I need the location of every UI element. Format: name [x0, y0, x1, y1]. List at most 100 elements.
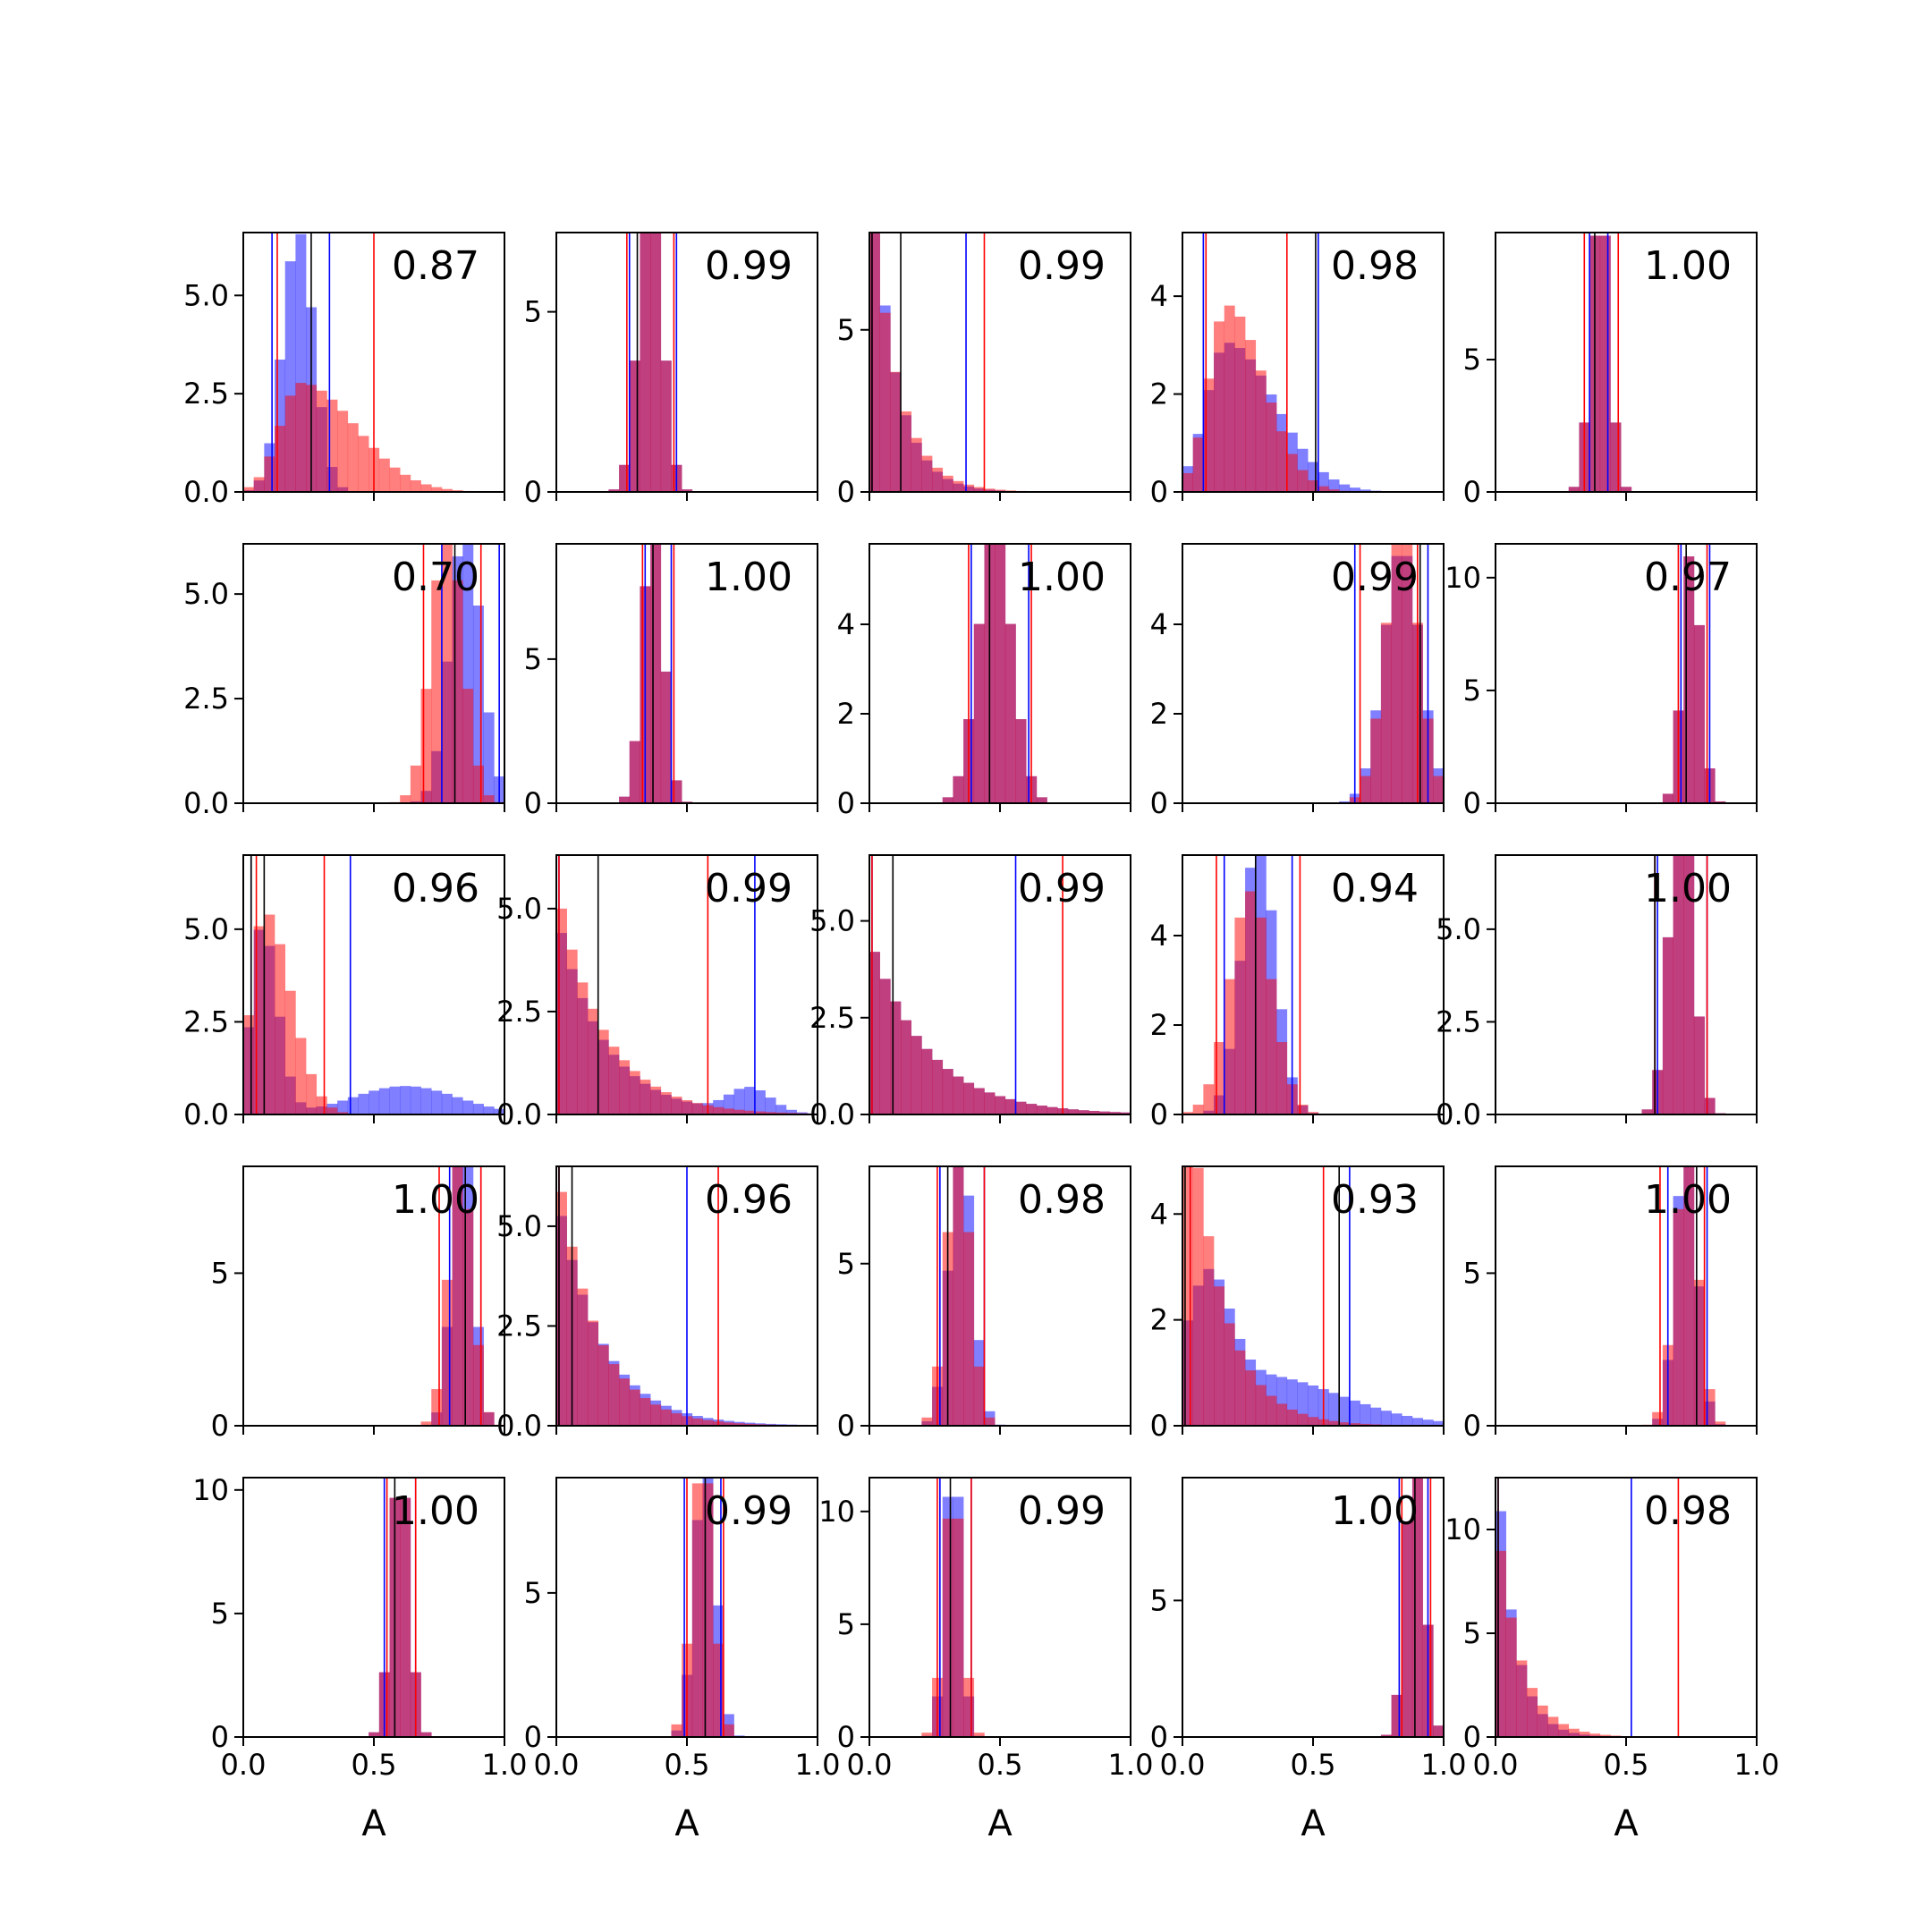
red-bar: [953, 775, 964, 803]
blue-bar: [754, 1090, 766, 1114]
red-bar: [1089, 1111, 1100, 1114]
x-tick-label: 0.0: [221, 1748, 267, 1782]
panel-23: 0.0 0.5 1.0 A 0 5 10 0.99: [818, 1477, 1153, 1844]
x-axis-label: A: [674, 1803, 699, 1844]
red-bar: [1224, 305, 1235, 492]
y-tick-label: 0.0: [183, 786, 229, 820]
blue-bar: [462, 544, 474, 803]
red-bar: [472, 1344, 484, 1426]
y-tick-label: 0: [524, 475, 542, 509]
red-histogram: [1568, 235, 1632, 492]
red-bar: [284, 990, 296, 1114]
red-bar: [1496, 1550, 1506, 1737]
y-tick-label: 2.5: [809, 1001, 855, 1035]
plot-area: [1339, 544, 1444, 803]
red-bar: [744, 1110, 756, 1114]
red-bar: [410, 479, 421, 492]
red-histogram: [1182, 891, 1329, 1114]
red-bar: [1297, 1413, 1309, 1426]
red-bar: [765, 1112, 776, 1114]
y-tick-label: 5: [524, 1576, 542, 1610]
red-bar: [1589, 1733, 1601, 1737]
blue-bar: [1339, 484, 1351, 492]
y-tick-label: 2.5: [183, 682, 229, 716]
y-tick-label: 4: [1150, 279, 1168, 313]
red-bar: [691, 1103, 703, 1114]
red-bar: [1015, 719, 1027, 803]
blue-bar: [420, 1088, 432, 1114]
blue-bar: [337, 1100, 349, 1114]
panel-score-label: 0.98: [1644, 1488, 1732, 1534]
panel-14: 0 2 4 0.94: [1150, 854, 1445, 1131]
plot-area: [911, 1166, 1006, 1426]
red-bar: [253, 926, 265, 1114]
panel-score-label: 0.96: [392, 866, 479, 911]
red-bar: [431, 580, 443, 803]
x-tick-label: 0.0: [534, 1748, 580, 1782]
red-bar: [1673, 1208, 1684, 1426]
red-bar: [1599, 235, 1611, 492]
red-bar: [754, 1111, 766, 1114]
y-tick-label: 0.0: [809, 1097, 855, 1131]
y-tick-label: 4: [837, 607, 855, 641]
panel-1: 0.0 2.5 5.0 0.87: [183, 232, 505, 509]
red-bar: [483, 795, 495, 803]
y-tick-label: 0: [837, 786, 855, 820]
red-bar: [1203, 1236, 1215, 1426]
red-bar: [1245, 891, 1257, 1114]
plot-area: [243, 855, 504, 1114]
red-bar: [1673, 855, 1684, 1114]
y-tick-label: 0.0: [496, 1409, 542, 1443]
red-bar: [1203, 378, 1215, 492]
plot-area: [660, 1478, 745, 1737]
y-tick-label: 0: [837, 1409, 855, 1443]
plot-area: [1496, 1478, 1680, 1737]
red-bar: [1109, 1112, 1121, 1114]
red-bar: [420, 484, 432, 492]
red-bar: [556, 1191, 567, 1426]
x-tick-label: 0.5: [978, 1748, 1023, 1782]
red-bar: [629, 1071, 640, 1114]
red-histogram: [608, 233, 693, 492]
panel-score-label: 0.96: [705, 1177, 792, 1223]
red-bar: [932, 467, 944, 492]
red-bar: [264, 914, 275, 1114]
red-bar: [921, 455, 933, 492]
y-tick-label: 0: [1150, 475, 1168, 509]
panel-16: 051.00: [211, 1165, 505, 1443]
y-tick-label: 0.0: [183, 475, 229, 509]
plot-area: [420, 1166, 504, 1426]
plot-area: [1641, 855, 1726, 1114]
blue-bar: [723, 1094, 734, 1114]
panel-score-label: 1.00: [1644, 1177, 1732, 1223]
red-bar: [462, 1208, 474, 1426]
x-axis-label: A: [1614, 1803, 1639, 1844]
blue-bar: [347, 1097, 359, 1114]
red-bar: [744, 1423, 756, 1426]
red-bar: [420, 689, 432, 803]
red-bar: [1224, 979, 1235, 1114]
y-tick-label: 0.0: [496, 1097, 542, 1131]
blue-bar: [1308, 462, 1319, 492]
y-tick-label: 10: [1445, 1513, 1481, 1546]
plot-area: [869, 855, 1131, 1114]
red-bar: [243, 487, 254, 492]
red-bar: [1715, 801, 1726, 803]
red-bar: [1621, 487, 1632, 492]
red-bar: [1276, 1403, 1288, 1426]
red-bar: [1380, 1734, 1392, 1737]
red-bar: [337, 1112, 349, 1114]
red-bar: [671, 1724, 682, 1737]
panel-7: 051.00: [524, 543, 818, 820]
y-tick-label: 5: [837, 1607, 855, 1641]
panel-score-label: 1.00: [705, 555, 792, 600]
red-bar: [1339, 1422, 1351, 1426]
red-bar: [608, 1046, 620, 1114]
y-tick-label: 2.5: [183, 377, 229, 411]
y-tick-label: 0: [1150, 786, 1168, 820]
red-bar: [869, 233, 880, 492]
plot-area: [869, 233, 1047, 492]
red-bar: [1245, 340, 1257, 492]
red-bar: [1308, 1417, 1319, 1426]
